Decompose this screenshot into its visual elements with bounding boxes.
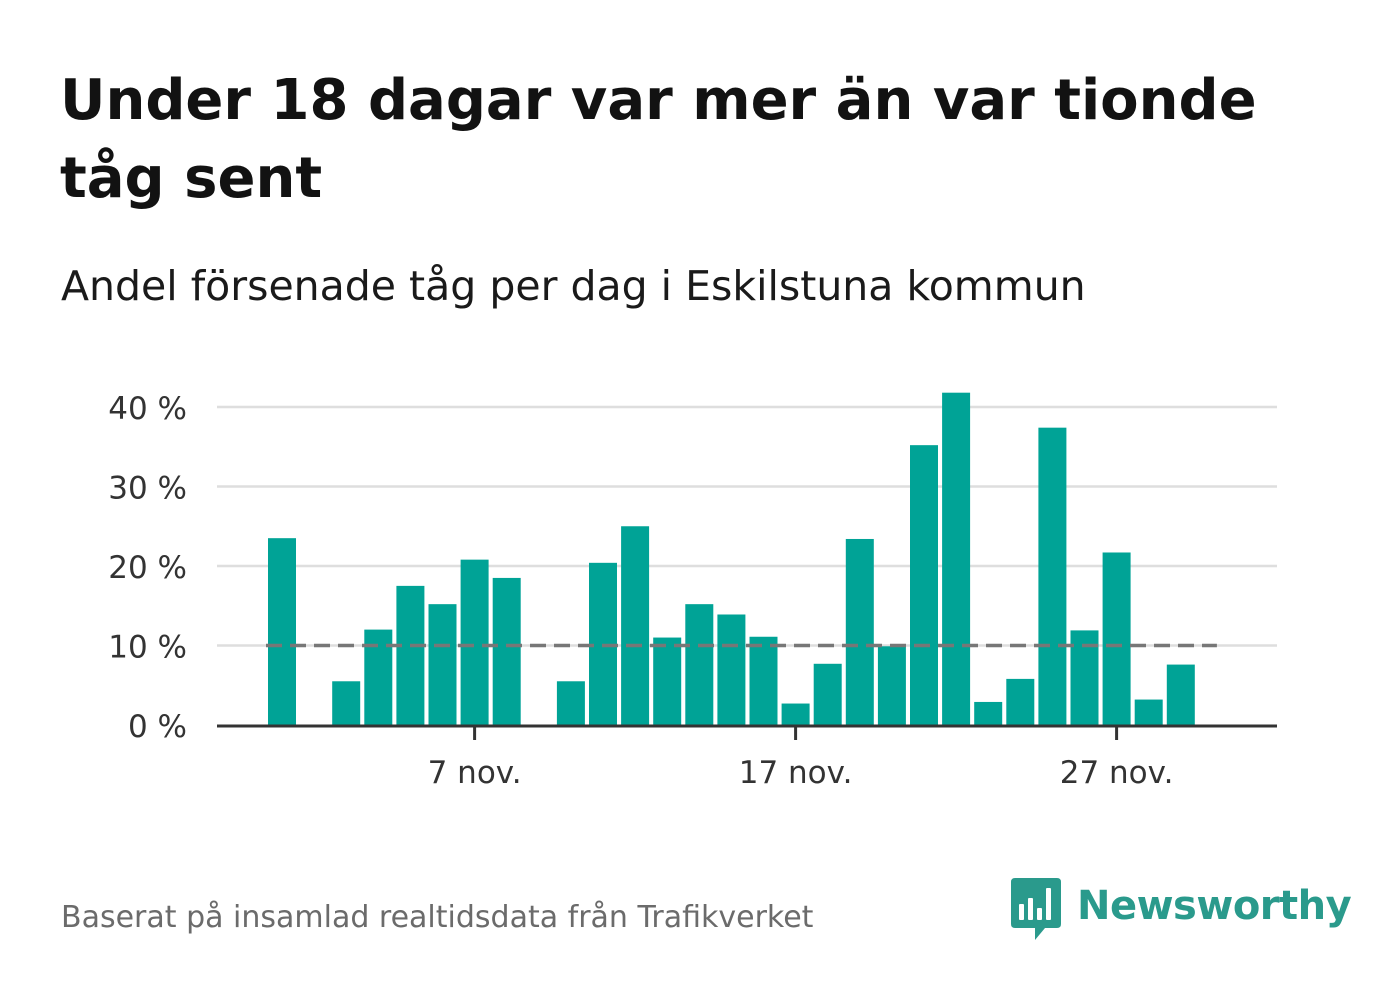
chart-title: Under 18 dagar var mer än var tionde tåg… [60, 68, 1257, 211]
bar [813, 663, 842, 725]
bar [1102, 552, 1131, 725]
y-tick-label: 10 % [108, 630, 187, 666]
newsworthy-logo-icon [1011, 878, 1061, 940]
bar [556, 681, 585, 725]
y-tick-label: 0 % [128, 709, 187, 745]
bar [1038, 427, 1067, 725]
x-tick-label: 27 nov. [1060, 755, 1174, 791]
tick-labels: 0 % 10 % 20 % 30 % 40 % 7 nov. 17 nov. 27 nov. [108, 391, 1173, 791]
bar [749, 636, 778, 725]
bar [332, 681, 361, 725]
bar [910, 445, 938, 725]
bar [621, 526, 650, 725]
bar [877, 646, 906, 725]
brand-name: Newsworthy [1077, 883, 1352, 929]
axes [217, 724, 1277, 740]
x-tick-label: 17 nov. [739, 755, 853, 791]
bar-chart: 0 % 10 % 20 % 30 % 40 % 7 nov. 17 nov. 27 nov. [108, 391, 1277, 791]
bar [653, 637, 682, 725]
bar [460, 559, 489, 725]
bar [1166, 664, 1195, 725]
bar-series [268, 392, 1195, 725]
y-tick-label: 20 % [108, 550, 187, 586]
bar [268, 538, 296, 725]
bar [845, 538, 874, 725]
y-tick-label: 40 % [108, 391, 187, 427]
bar [942, 392, 971, 725]
bar [1134, 699, 1163, 725]
bar [781, 703, 810, 725]
bar [1006, 678, 1035, 725]
chart-subtitle: Andel försenade tåg per dag i Eskilstuna… [61, 262, 1086, 310]
bar [396, 585, 425, 725]
x-tick-label: 7 nov. [428, 755, 522, 791]
y-tick-label: 30 % [108, 471, 187, 507]
brand-logo: Newsworthy [1011, 877, 1352, 941]
bar [428, 604, 457, 725]
bar [685, 604, 714, 725]
source-note: Baserat på insamlad realtidsdata från Tr… [61, 900, 814, 935]
bar [492, 577, 521, 725]
bar [717, 614, 746, 725]
bar [974, 701, 1003, 725]
